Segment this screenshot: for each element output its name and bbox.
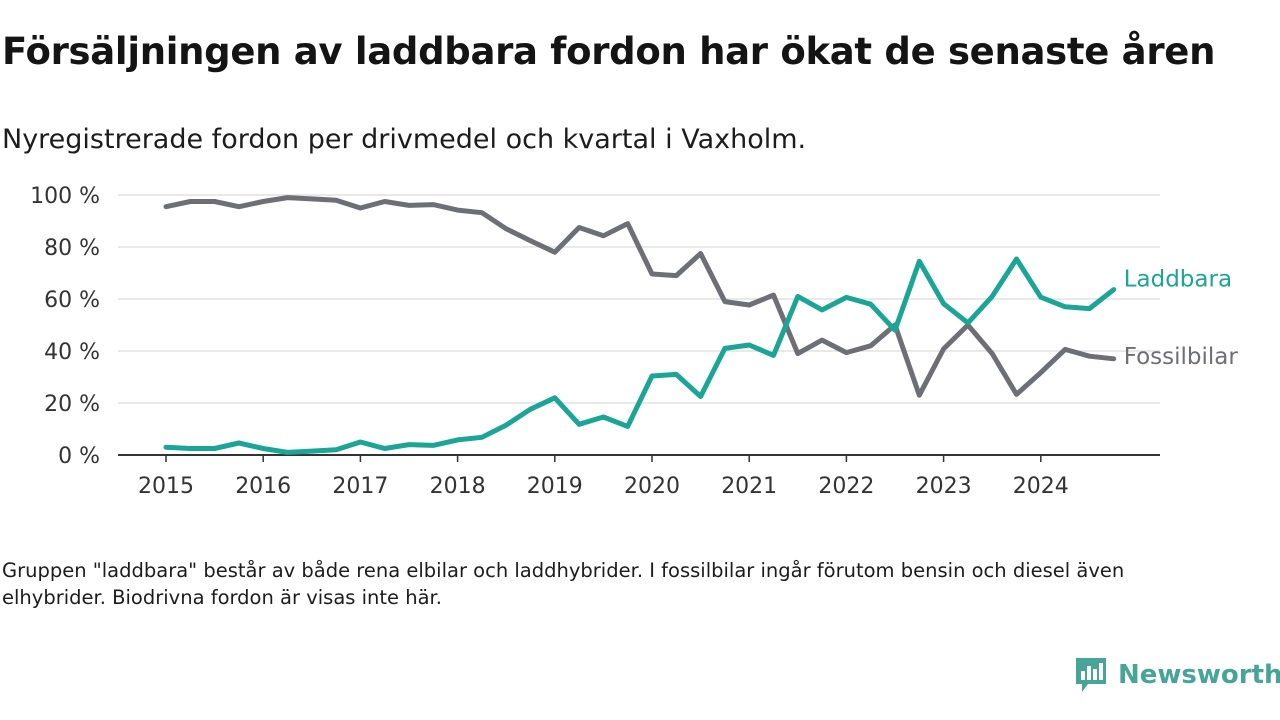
chart-title: Försäljningen av laddbara fordon har öka… xyxy=(2,30,1216,73)
series-lines xyxy=(163,195,1117,455)
y-tick-label: 100 % xyxy=(30,184,100,209)
x-tick-label: 2022 xyxy=(818,474,874,499)
y-tick-label: 0 % xyxy=(58,444,100,469)
x-tick-label: 2021 xyxy=(721,474,777,499)
line-chart: 0 % 20 % 40 % 60 % 80 % 100 % 2015 2016 2017 2018… xyxy=(30,184,1239,499)
series-label-laddbara: Laddbara xyxy=(1124,267,1232,293)
x-tick-label: 2024 xyxy=(1013,474,1069,499)
bar-chart-logo-icon xyxy=(1076,658,1106,692)
series-line-laddbara xyxy=(163,256,1117,455)
x-tick-label: 2017 xyxy=(332,474,388,499)
x-tick-label: 2015 xyxy=(138,474,194,499)
y-tick-label: 60 % xyxy=(44,288,100,313)
x-tick-label: 2023 xyxy=(916,474,972,499)
footnote: Gruppen "laddbara" består av både rena e… xyxy=(2,559,1125,609)
x-tick-label: 2016 xyxy=(235,474,291,499)
x-tick-label: 2018 xyxy=(430,474,486,499)
series-line-fossilbilar xyxy=(163,195,1117,398)
series-labels: Fossilbilar Laddbara xyxy=(1124,267,1239,370)
y-tick-label: 20 % xyxy=(44,392,100,417)
x-tick-label: 2019 xyxy=(527,474,583,499)
axes: 0 % 20 % 40 % 60 % 80 % 100 % 2015 2016 2017 2018… xyxy=(30,184,1160,499)
x-tick-label: 2020 xyxy=(624,474,680,499)
chart-subtitle: Nyregistrerade fordon per drivmedel och … xyxy=(2,124,807,155)
brand-logo[interactable]: Newsworthy xyxy=(1074,656,1280,694)
brand-name: Newsworthy xyxy=(1118,660,1280,690)
series-label-fossilbilar: Fossilbilar xyxy=(1124,344,1239,370)
y-tick-label: 40 % xyxy=(44,340,100,365)
y-tick-label: 80 % xyxy=(44,236,100,261)
